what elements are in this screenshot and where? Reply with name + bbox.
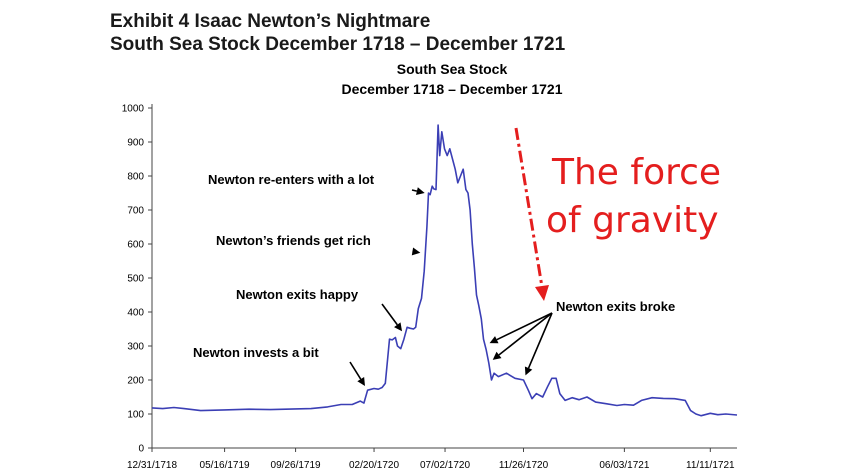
arrow-newton-exits-broke-1-head	[489, 336, 499, 344]
gravity-arrow-shaft	[514, 127, 544, 288]
x-tick-label: 05/16/1719	[200, 460, 250, 471]
arrow-friends-get-rich-head	[411, 247, 421, 256]
y-tick-label: 0	[138, 444, 144, 455]
gravity-text-line2: of gravity	[546, 200, 719, 241]
y-tick-label: 1000	[122, 104, 145, 115]
exhibit-title: Exhibit 4 Isaac Newton’s Nightmare South…	[110, 10, 565, 56]
exhibit-title-line2: South Sea Stock December 1718 – December…	[110, 34, 566, 55]
x-tick-label: 11/26/1720	[499, 460, 549, 471]
arrow-newton-invests-head	[357, 377, 365, 386]
x-tick-label: 06/03/1721	[599, 460, 649, 471]
y-tick-label: 900	[127, 138, 144, 149]
x-tick-label: 02/20/1720	[349, 460, 399, 471]
y-tick-label: 500	[127, 274, 144, 285]
y-tick-label: 400	[127, 308, 144, 319]
x-tick-label: 07/02/1720	[420, 460, 470, 471]
arrow-newton-exits-broke-3-head	[524, 366, 533, 376]
arrow-newton-invests-shaft	[349, 361, 362, 380]
arrow-newton-exits-broke-2-shaft	[498, 312, 553, 356]
y-tick-label: 600	[127, 240, 144, 251]
arrow-newton-re-enters-head	[415, 187, 425, 196]
arrow-newton-re-enters-shaft	[411, 189, 418, 192]
x-tick-label: 09/26/1719	[271, 460, 321, 471]
y-tick-label: 300	[127, 342, 144, 353]
arrow-newton-exits-broke-2-head	[492, 351, 502, 360]
arrow-newton-exits-happy-shaft	[381, 303, 398, 326]
series-line-south-sea-stock	[151, 124, 738, 417]
y-tick-label: 700	[127, 206, 144, 217]
x-ticks: 12/31/1718 05/16/1719 09/26/1719 02/20/1720…	[127, 448, 735, 471]
y-tick-label: 200	[127, 376, 144, 387]
y-tick-label: 800	[127, 172, 144, 183]
arrow-newton-exits-broke-1-shaft	[496, 312, 553, 341]
annotation-newton-re-enters: Newton re-enters with a lot	[208, 172, 375, 187]
y-tick-label: 100	[127, 410, 144, 421]
x-tick-label: 12/31/1718	[127, 460, 177, 471]
annotation-friends-get-rich: Newton’s friends get rich	[216, 233, 371, 248]
gravity-arrow-head	[535, 285, 549, 301]
y-ticks: 0 100 200 300 400 500 600 700 800 900 1000	[122, 104, 152, 455]
chart-subtitle: December 1718 – December 1721	[341, 81, 562, 97]
chart-title: South Sea Stock	[397, 61, 508, 77]
annotation-newton-exits-broke: Newton exits broke	[556, 299, 675, 314]
annotation-newton-exits-happy: Newton exits happy	[236, 287, 359, 302]
gravity-text-line1: The force	[551, 152, 721, 193]
annotation-arrows	[349, 187, 553, 386]
exhibit-title-line1: Exhibit 4 Isaac Newton’s Nightmare	[110, 11, 431, 32]
x-tick-label: 11/11/1721	[686, 460, 735, 471]
annotation-newton-invests: Newton invests a bit	[193, 345, 319, 360]
arrow-newton-exits-happy-head	[394, 322, 403, 332]
arrow-newton-exits-broke-3-shaft	[527, 312, 553, 369]
